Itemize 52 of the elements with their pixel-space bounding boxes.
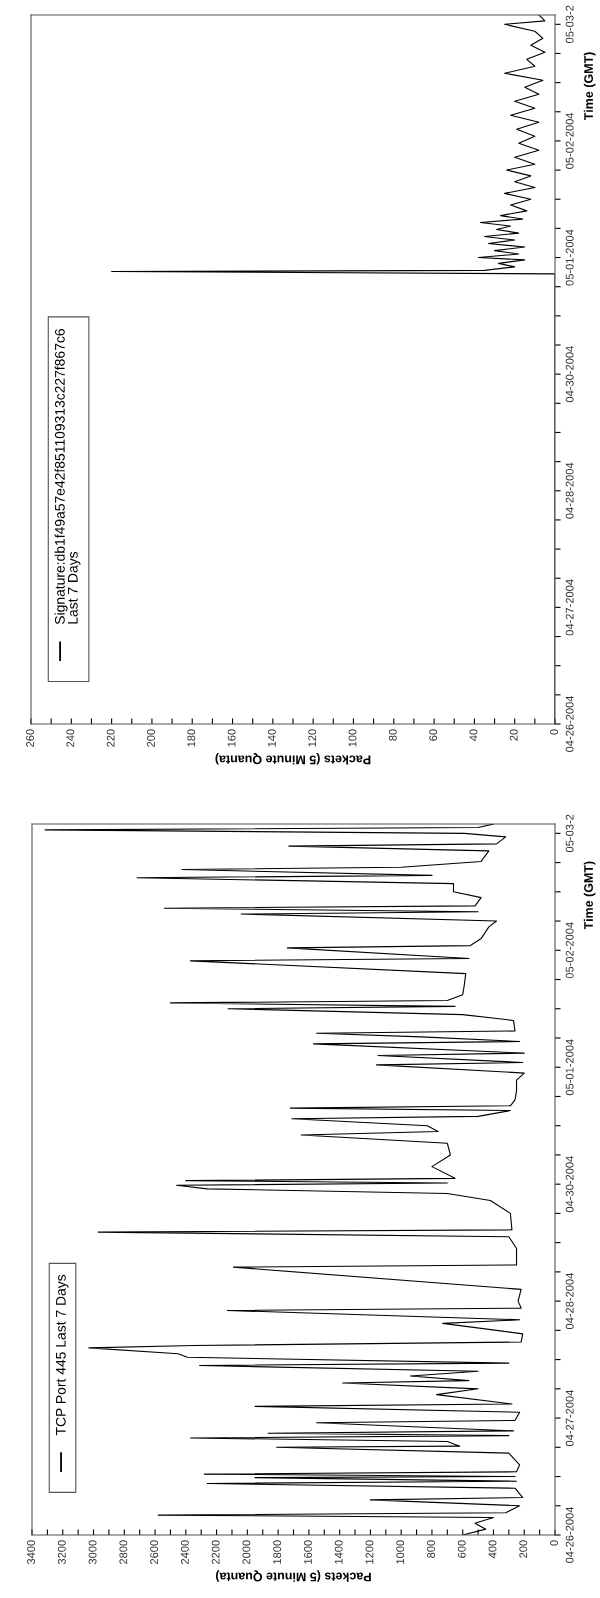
x-tick-label: 0 bbox=[550, 729, 558, 735]
x-tick-label: 80 bbox=[388, 729, 397, 741]
x-tick-label: 1800 bbox=[273, 1540, 282, 1564]
x-tick-label: 60 bbox=[429, 729, 438, 741]
x-tick-label: 400 bbox=[488, 1540, 497, 1559]
x-tick-label: 2600 bbox=[150, 1540, 159, 1565]
x-tick-label: 100 bbox=[348, 729, 357, 747]
x-tick-label: 40 bbox=[469, 729, 478, 741]
x-tick-label: 160 bbox=[227, 729, 236, 747]
x-tick-label: 2000 bbox=[242, 1540, 251, 1565]
x-tick-label: 1400 bbox=[334, 1540, 343, 1564]
x-tick-label: 140 bbox=[267, 729, 276, 747]
x-axis-title: Packets (5 Minute Quanta) bbox=[215, 752, 371, 765]
y-tick-label: 05-02-2004 bbox=[565, 922, 574, 979]
y-tick-label: 05-03-2 bbox=[565, 5, 574, 44]
y-tick-label: 04-30-2004 bbox=[565, 1156, 574, 1213]
y-axis-title: Time (GMT) bbox=[583, 861, 596, 930]
y-tick-label: 05-02-2004 bbox=[565, 112, 574, 169]
x-tick-label: 260 bbox=[26, 729, 34, 747]
x-tick-label: 20 bbox=[509, 729, 518, 741]
x-tick-label: 180 bbox=[187, 729, 196, 747]
x-tick-label: 200 bbox=[519, 1540, 528, 1558]
x-tick-label: 2200 bbox=[211, 1540, 220, 1565]
x-tick-label: 1200 bbox=[365, 1540, 374, 1564]
y-tick-label: 04-30-2004 bbox=[565, 346, 574, 403]
x-tick-label: 120 bbox=[308, 729, 317, 747]
y-tick-label: 05-01-2004 bbox=[565, 1039, 574, 1096]
y-tick-label: 05-03-2 bbox=[565, 814, 574, 853]
text: TCP Port 445 Last 7 Days bbox=[55, 1274, 69, 1436]
x-tick-label: 0 bbox=[550, 1540, 558, 1546]
y-tick-label: 04-26-2004 bbox=[565, 1506, 574, 1563]
x-tick-label: 1000 bbox=[396, 1540, 405, 1564]
x-tick-label: 2400 bbox=[180, 1540, 189, 1565]
y-tick-label: 04-28-2004 bbox=[565, 462, 574, 519]
y-axis-title: Time (GMT) bbox=[583, 52, 596, 121]
y-tick-label: 04-27-2004 bbox=[565, 579, 574, 636]
x-tick-label: 800 bbox=[427, 1540, 435, 1558]
y-tick-label: 04-26-2004 bbox=[565, 695, 574, 752]
y-tick-label: 05-01-2004 bbox=[565, 229, 574, 286]
y-tick-label: 04-28-2004 bbox=[565, 1273, 574, 1330]
x-tick-label: 240 bbox=[66, 729, 75, 747]
x-tick-label: 3200 bbox=[57, 1540, 66, 1565]
x-tick-label: 1600 bbox=[304, 1540, 312, 1564]
x-axis-title: Packets (5 Minute Quanta) bbox=[215, 1570, 371, 1582]
x-tick-label: 220 bbox=[106, 729, 115, 747]
x-tick-label: 200 bbox=[147, 729, 155, 747]
x-tick-label: 600 bbox=[457, 1540, 466, 1558]
x-tick-label: 3000 bbox=[88, 1540, 97, 1565]
x-tick-label: 3400 bbox=[27, 1540, 35, 1565]
y-tick-label: 04-27-2004 bbox=[565, 1389, 574, 1447]
text: Signature:db1f49a57e42f851109313c227f867c6 Last 7 Days bbox=[54, 329, 81, 625]
x-tick-label: 2800 bbox=[119, 1540, 128, 1565]
